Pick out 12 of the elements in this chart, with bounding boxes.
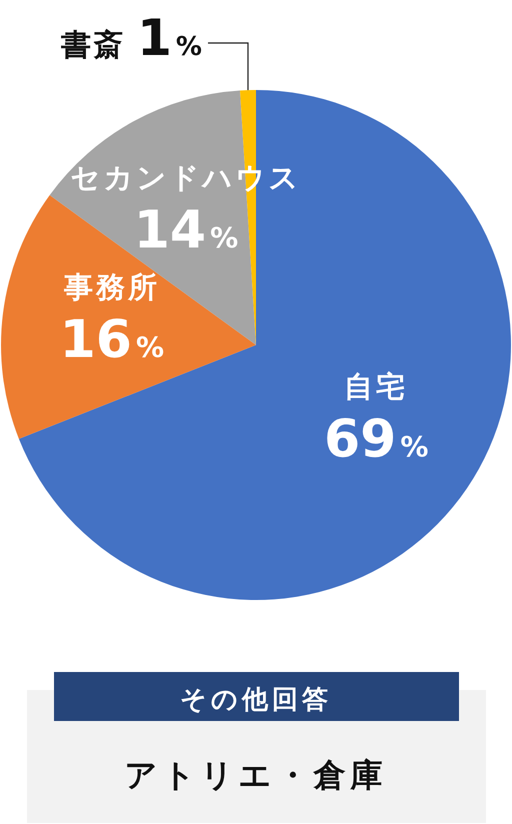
data-label: 69% — [324, 410, 428, 470]
pie-slice — [18, 90, 511, 600]
data-label: 1% — [137, 9, 202, 67]
pie-slice — [1, 195, 256, 439]
slice-label: 自宅 — [344, 370, 408, 404]
slice-label: 書斎 — [61, 28, 126, 63]
slice-label: セカンドハウス — [70, 160, 302, 195]
text: その他回答 — [180, 685, 332, 715]
slice-label: 事務所 — [62, 270, 160, 304]
text: アトリエ・倉庫 — [124, 756, 388, 794]
data-label: 16% — [60, 310, 164, 370]
data-label: 14% — [134, 200, 238, 261]
